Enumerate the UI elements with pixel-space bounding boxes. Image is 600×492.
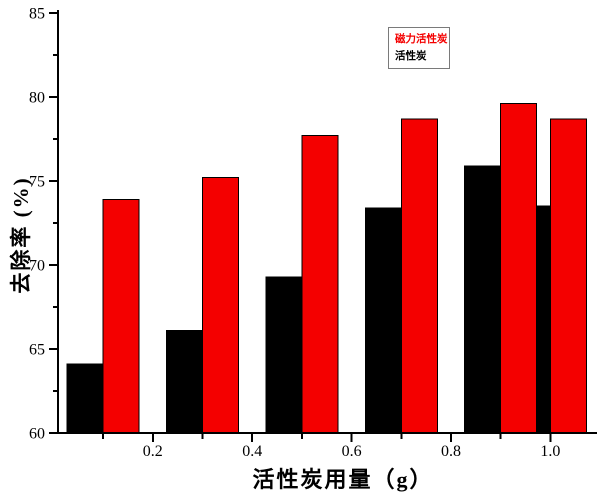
y-tick-label: 70 xyxy=(29,258,45,275)
x-tick-label: 0.8 xyxy=(441,443,461,460)
bar-magnetic-activated-carbon-0.3 xyxy=(202,177,239,434)
bar-magnetic-activated-carbon-0.7 xyxy=(400,118,438,434)
x-tick-label: 0.6 xyxy=(342,443,362,460)
x-tick-label: 0.2 xyxy=(143,443,163,460)
y-tick-label: 80 xyxy=(29,90,45,107)
bar-magnetic-activated-carbon-0.9 xyxy=(500,103,538,434)
legend: 磁力活性炭 活性炭 xyxy=(388,27,450,69)
bar-magnetic-activated-carbon-0.5 xyxy=(301,135,339,434)
bar-activated-carbon-0.9 xyxy=(464,165,502,434)
legend-item-activated-carbon-label: 活性炭 xyxy=(395,51,427,62)
y-tick-label: 65 xyxy=(29,342,45,359)
x-tick-label: 1.0 xyxy=(540,443,560,460)
x-tick-label: 0.4 xyxy=(242,443,262,460)
bar-activated-carbon-0.5 xyxy=(265,276,303,434)
legend-item-magnetic-activated-carbon: 磁力活性炭 xyxy=(395,33,448,46)
y-axis-title: 去除率 (%) xyxy=(9,176,33,294)
bar-magnetic-activated-carbon-1 xyxy=(549,118,587,434)
legend-item-magnetic-activated-carbon-label: 磁力活性炭 xyxy=(395,34,448,45)
bar-activated-carbon-0.7 xyxy=(364,207,402,434)
bar-activated-carbon-0.1 xyxy=(66,363,104,434)
y-tick-label: 60 xyxy=(29,426,45,443)
bar-magnetic-activated-carbon-0.1 xyxy=(102,198,140,434)
bar-activated-carbon-0.3 xyxy=(166,330,203,434)
y-tick-label: 75 xyxy=(29,174,45,191)
x-axis-title: 活性炭用量（g） xyxy=(252,467,434,492)
y-tick-label: 85 xyxy=(29,6,45,23)
legend-item-activated-carbon: 活性炭 xyxy=(395,50,447,63)
